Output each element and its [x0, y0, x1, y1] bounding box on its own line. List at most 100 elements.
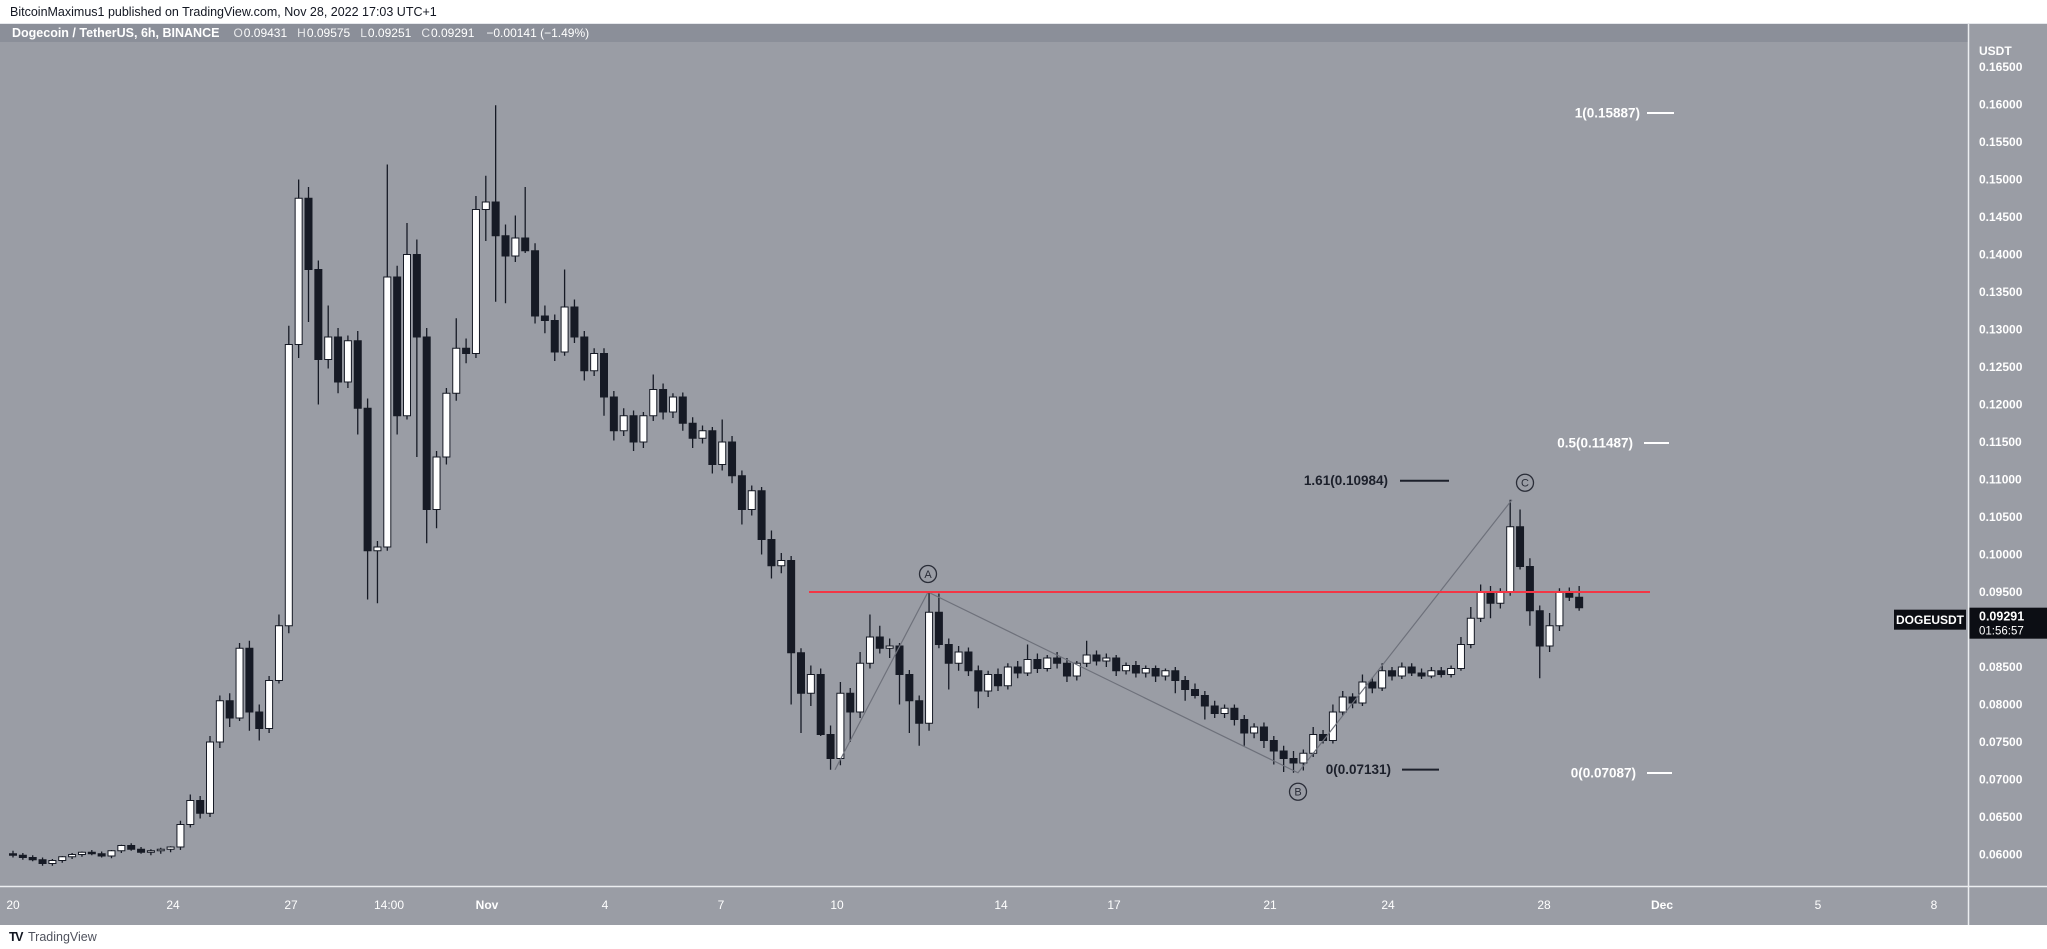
price-tick-label: 0.11500	[1979, 435, 2022, 449]
price-tick-label: 0.09500	[1979, 585, 2023, 599]
tradingview-logo-icon[interactable]: TV	[9, 930, 23, 944]
candle	[68, 853, 77, 859]
candle	[1003, 663, 1012, 690]
candle	[846, 688, 855, 742]
candle	[619, 408, 628, 436]
candle	[1565, 587, 1574, 601]
axis-currency-label: USDT	[1979, 44, 2012, 58]
candle	[87, 850, 96, 856]
candles-layer	[9, 105, 1584, 866]
symbol-tag-text: DOGEUSDT	[1896, 613, 1965, 627]
price-tick-label: 0.13500	[1979, 285, 2023, 299]
candle	[1378, 663, 1387, 691]
candle	[806, 665, 815, 706]
candle	[196, 796, 205, 819]
candle	[1171, 667, 1180, 694]
ohlc-low: L0.09251	[360, 26, 412, 40]
candle	[1506, 499, 1515, 596]
time-tick-label: 28	[1537, 898, 1551, 912]
candle	[1338, 691, 1347, 716]
candle	[708, 427, 717, 474]
price-tick-label: 0.13000	[1979, 323, 2023, 337]
symbol-legend[interactable]: Dogecoin / TetherUS, 6h, BINANCE O0.0943…	[0, 24, 1968, 42]
candle	[334, 328, 343, 394]
fib-level-label: 0(0.07131)	[1326, 762, 1391, 777]
candle	[1427, 667, 1436, 679]
candle	[186, 794, 195, 828]
candle	[255, 704, 264, 741]
candle	[1397, 662, 1406, 679]
candle	[668, 393, 677, 418]
candle	[1466, 607, 1475, 649]
candle	[777, 553, 786, 574]
candle	[491, 105, 500, 302]
brand-text[interactable]: TradingView	[27, 930, 97, 944]
chart-canvas[interactable]: A B C 1(0.15887) 0.5(0.11487) 0(0.07087) 1.61(…	[0, 24, 2047, 925]
wave-label-a: A	[924, 569, 932, 581]
fib-level-label: 0(0.07087)	[1571, 765, 1636, 780]
price-tick-label: 0.14000	[1979, 248, 2023, 262]
price-tick-label: 0.08000	[1979, 698, 2023, 712]
symbol-title[interactable]: Dogecoin / TetherUS, 6h, BINANCE	[12, 26, 220, 40]
ohlc-open: O0.09431	[233, 26, 288, 40]
candle	[659, 383, 668, 420]
candle	[38, 857, 47, 866]
candle	[501, 224, 510, 304]
time-tick-label: 21	[1263, 898, 1277, 912]
fib-level-label: 1.61(0.10984)	[1304, 473, 1388, 488]
candle	[964, 647, 973, 676]
candle	[639, 412, 648, 448]
candle	[225, 693, 234, 727]
candle	[343, 335, 352, 388]
chart-area[interactable]: Dogecoin / TetherUS, 6h, BINANCE O0.0943…	[0, 24, 2047, 925]
candle	[1122, 662, 1131, 675]
candle	[1388, 667, 1396, 681]
price-tick-label: 0.16000	[1979, 98, 2023, 112]
candle	[826, 725, 835, 770]
candle	[1555, 588, 1564, 631]
candle	[215, 695, 224, 748]
candle	[816, 668, 825, 736]
candle	[462, 338, 471, 364]
candle	[412, 239, 421, 457]
candle	[1023, 644, 1032, 676]
candle	[590, 348, 599, 376]
price-scale[interactable]: USDT 0.16500 0.16000 0.15500 0.15000 0.14500 0…	[1979, 44, 2023, 862]
candle	[471, 196, 480, 358]
candle	[925, 592, 934, 731]
candle	[609, 391, 618, 441]
bar-countdown-text: 01:56:57	[1979, 626, 2024, 638]
candle	[1082, 640, 1091, 667]
time-scale[interactable]: 20 24 27 14:00 Nov 4 7 10 14 17 21 24 28 Dec 5 8	[6, 898, 1937, 912]
candle	[18, 853, 27, 860]
candle	[1210, 700, 1219, 718]
candle	[1191, 683, 1199, 699]
price-tick-label: 0.12500	[1979, 360, 2023, 374]
time-tick-label: Nov	[476, 898, 499, 912]
time-tick-label: 5	[1815, 898, 1822, 912]
candle	[1200, 691, 1209, 720]
candle	[1476, 584, 1485, 622]
candle	[481, 175, 490, 241]
time-tick-label: 14:00	[374, 898, 404, 912]
wave-label-c: C	[1521, 478, 1529, 490]
candle	[540, 305, 549, 334]
candle	[1259, 722, 1268, 748]
abc-correction-drawing[interactable]: A B C	[834, 473, 1535, 801]
fib-labels-layer[interactable]: 1(0.15887) 0.5(0.11487) 0(0.07087) 1.61(0.1…	[1304, 105, 1674, 780]
candle	[1456, 637, 1465, 671]
candle	[865, 614, 874, 669]
time-tick-label: 24	[1381, 898, 1395, 912]
price-tick-label: 0.07000	[1979, 773, 2023, 787]
time-tick-label: 14	[994, 898, 1008, 912]
footer-bar: TV TradingView	[0, 925, 2047, 949]
candle	[156, 847, 165, 854]
candle	[787, 556, 796, 705]
price-tick-label: 0.15500	[1979, 135, 2023, 149]
price-countdown-tag: 0.09291 01:56:57	[1969, 607, 2047, 639]
candle	[442, 388, 451, 465]
candle	[1328, 704, 1337, 744]
candle	[127, 843, 136, 851]
candle	[1131, 661, 1140, 678]
